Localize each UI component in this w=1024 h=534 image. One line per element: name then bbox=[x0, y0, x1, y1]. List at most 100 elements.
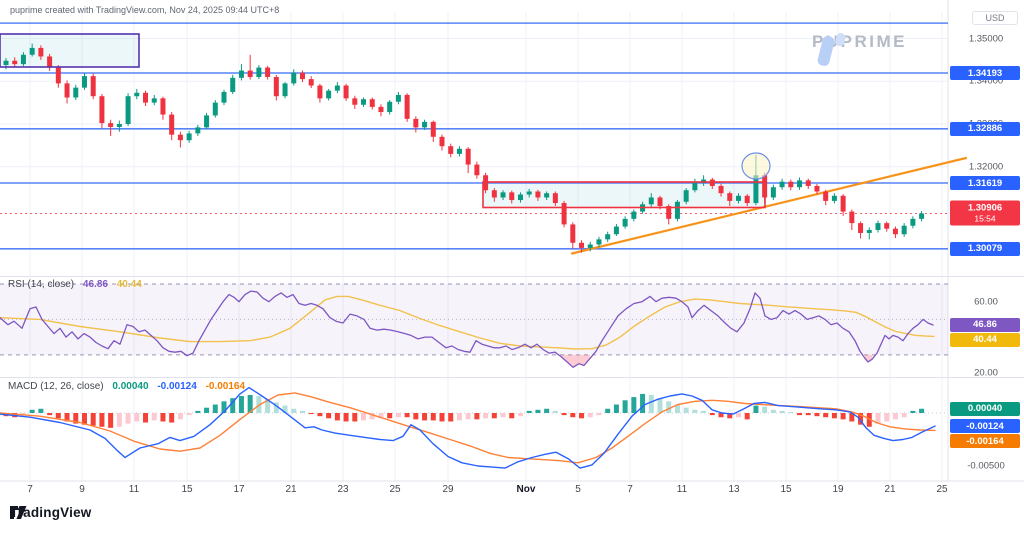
rsi-axis-label: 20.00 bbox=[974, 367, 998, 379]
candle-body bbox=[238, 70, 244, 78]
macd-histogram-bar bbox=[570, 413, 576, 418]
candle-body bbox=[474, 164, 480, 176]
puprime-watermark: PUPRIME bbox=[812, 32, 907, 66]
candle-body bbox=[526, 191, 532, 195]
macd-line-badge[interactable]: -0.00124 bbox=[950, 419, 1020, 434]
candle-body bbox=[727, 193, 733, 201]
candle-body bbox=[666, 206, 672, 219]
last-price-badge[interactable]: 1.30906 15:54 bbox=[950, 200, 1020, 226]
candle-body bbox=[177, 134, 183, 141]
zone-box-border bbox=[0, 33, 140, 68]
candle-body bbox=[579, 242, 585, 248]
macd-histogram-bar bbox=[823, 413, 829, 418]
macd-histogram-bar bbox=[517, 413, 523, 417]
candle-body bbox=[779, 181, 785, 188]
candle-body bbox=[108, 123, 114, 127]
candle-body bbox=[605, 234, 611, 240]
macd-histogram-bar bbox=[387, 413, 393, 419]
macd-title: MACD (12, 26, close) bbox=[8, 381, 104, 392]
time-axis-label: 25 bbox=[936, 484, 948, 495]
macd-histogram-bar bbox=[631, 397, 637, 413]
time-axis-label: 13 bbox=[728, 484, 740, 495]
candle-body bbox=[770, 187, 776, 198]
price-level-badge[interactable]: 1.30079 bbox=[950, 241, 1020, 256]
candle-body bbox=[334, 85, 340, 91]
candle-body bbox=[317, 85, 323, 99]
candle-body bbox=[247, 70, 253, 77]
macd-signal-badge[interactable]: -0.00164 bbox=[950, 434, 1020, 449]
macd-histogram-bar bbox=[361, 413, 367, 421]
macd-line bbox=[0, 386, 936, 469]
candle-body bbox=[858, 223, 864, 233]
price-level-badge[interactable]: 1.32886 bbox=[950, 121, 1020, 136]
macd-histogram-bar bbox=[640, 393, 646, 413]
macd-histogram-bar bbox=[666, 401, 672, 413]
puprime-logo-icon bbox=[817, 33, 846, 66]
price-axis-label: 1.35000 bbox=[968, 33, 1004, 44]
price-level-badge[interactable]: 1.31619 bbox=[950, 176, 1020, 190]
macd-histogram-bar bbox=[448, 413, 454, 422]
price-axis-label: 1.32000 bbox=[968, 161, 1004, 173]
time-axis-label: 19 bbox=[832, 484, 844, 495]
rsi-value-badge[interactable]: 46.86 bbox=[950, 317, 1020, 332]
macd-hist-value: 0.00040 bbox=[112, 381, 149, 392]
macd-histogram-bar bbox=[648, 394, 654, 413]
tradingview-brand-text: TradingView bbox=[10, 505, 92, 520]
macd-histogram-bar bbox=[55, 413, 61, 419]
rsi-ma-value-badge[interactable]: 40.44 bbox=[950, 332, 1020, 347]
time-axis-label: 15 bbox=[181, 484, 193, 495]
macd-histogram-bar bbox=[788, 411, 794, 413]
macd-histogram-bar bbox=[587, 413, 593, 418]
macd-histogram-bar bbox=[858, 413, 864, 425]
candle-body bbox=[613, 226, 619, 235]
macd-histogram-bar bbox=[561, 413, 567, 416]
candle-body bbox=[797, 180, 803, 188]
macd-histogram-bar bbox=[840, 413, 846, 420]
candle-body bbox=[73, 87, 79, 98]
time-axis-label: 17 bbox=[233, 484, 245, 495]
candle-body bbox=[395, 94, 401, 102]
candle-body bbox=[657, 197, 663, 207]
time-axis-label: 23 bbox=[337, 484, 349, 495]
zone-box-fill bbox=[0, 34, 139, 67]
price-level-badge[interactable]: 1.34193 bbox=[950, 66, 1020, 80]
tradingview-footer[interactable]: TradingView bbox=[10, 505, 91, 520]
rsi-band bbox=[0, 284, 948, 355]
candle-body bbox=[299, 72, 305, 80]
time-axis-label: 11 bbox=[676, 484, 688, 495]
candle-body bbox=[3, 60, 9, 66]
breakout-circle-annotation bbox=[741, 152, 771, 180]
macd-histogram-bar bbox=[579, 413, 585, 419]
macd-histogram-bar bbox=[535, 409, 541, 413]
rsi-legend[interactable]: RSI (14, close) 46.86 40.44 bbox=[8, 279, 142, 290]
macd-histogram-bar bbox=[430, 413, 436, 421]
candle-body bbox=[29, 47, 35, 55]
rsi-value: 46.86 bbox=[82, 279, 108, 290]
macd-histogram-bar bbox=[317, 413, 323, 417]
currency-label: USD bbox=[972, 11, 1018, 25]
time-axis-label: Nov bbox=[516, 484, 536, 495]
candle-body bbox=[535, 191, 541, 198]
macd-histogram-bar bbox=[212, 404, 218, 413]
candle-body bbox=[12, 60, 18, 65]
macd-histogram-bar bbox=[38, 408, 44, 413]
macd-histogram-bar bbox=[762, 406, 768, 413]
macd-hist-badge[interactable]: 0.00040 bbox=[950, 401, 1020, 416]
chart-attribution: puprime created with TradingView.com, No… bbox=[10, 5, 280, 15]
candle-body bbox=[343, 85, 349, 99]
macd-histogram-bar bbox=[456, 413, 462, 421]
candle-body bbox=[500, 192, 506, 198]
candle-body bbox=[631, 211, 637, 219]
candle-body bbox=[491, 190, 497, 198]
macd-histogram-bar bbox=[849, 413, 855, 422]
macd-histogram-bar bbox=[29, 409, 35, 413]
candle-body bbox=[587, 244, 593, 248]
candle-body bbox=[221, 91, 227, 103]
macd-histogram-bar bbox=[674, 404, 680, 413]
macd-legend[interactable]: MACD (12, 26, close) 0.00040 -0.00124 -0… bbox=[8, 381, 245, 392]
candle-body bbox=[273, 76, 279, 97]
macd-histogram-bar bbox=[465, 413, 471, 420]
macd-histogram-bar bbox=[805, 413, 811, 416]
